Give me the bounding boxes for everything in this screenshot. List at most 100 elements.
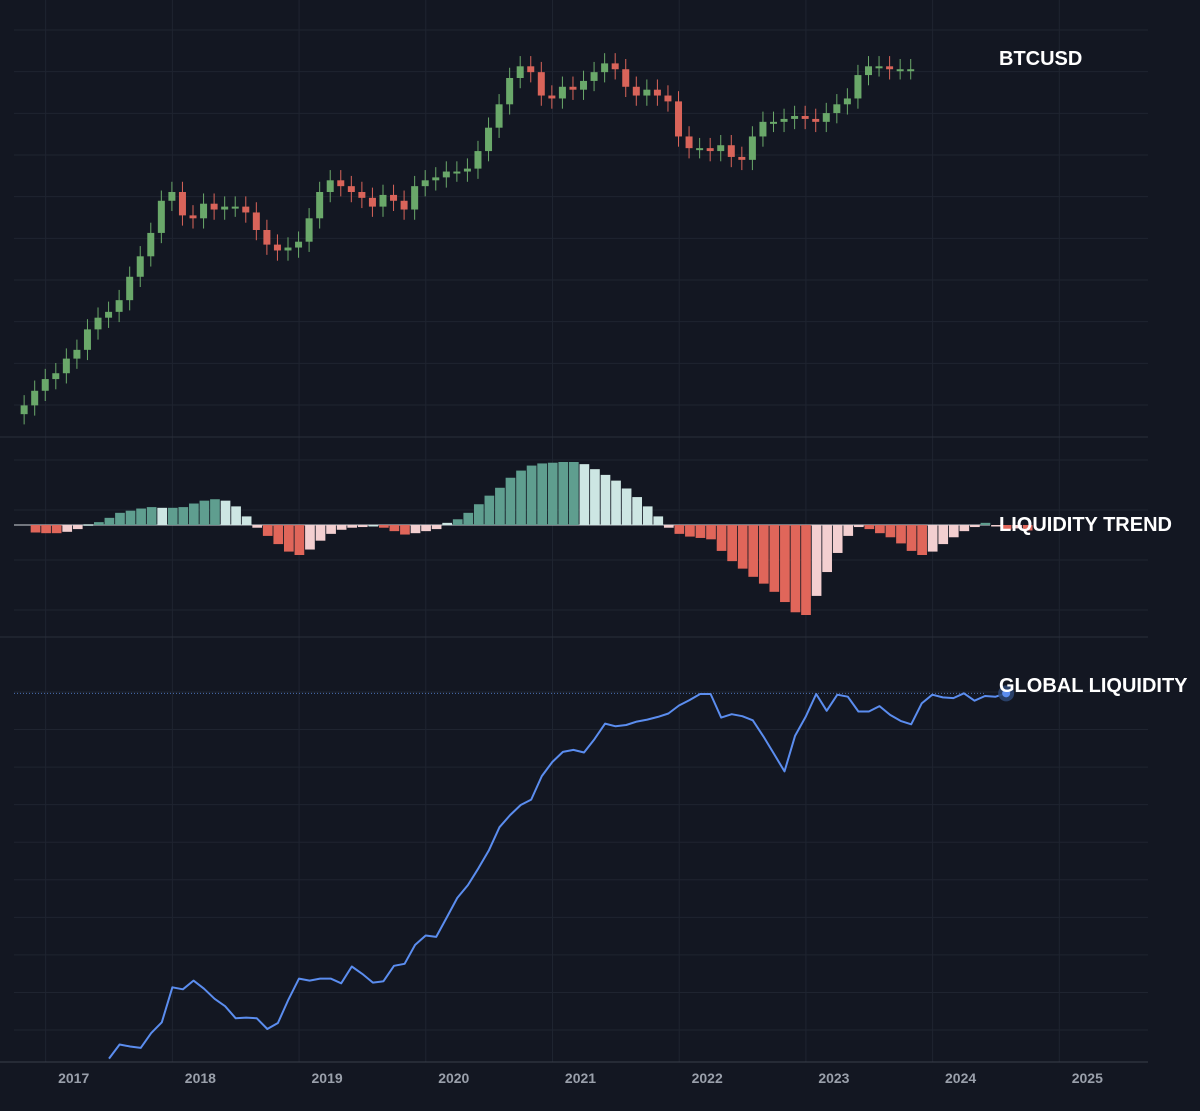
trend-bar (769, 525, 780, 592)
trend-bar (410, 525, 421, 534)
btc-candle (717, 145, 725, 152)
btc-candle (326, 180, 334, 192)
trend-bar (674, 525, 685, 534)
btc-candle (305, 218, 313, 242)
btc-candle (126, 276, 134, 301)
trend-bar (938, 525, 949, 545)
btc-candle (20, 405, 28, 415)
x-axis-tick-label: 2021 (564, 1070, 597, 1086)
btc-candle (696, 148, 704, 151)
btc-candle (759, 121, 767, 137)
btc-candle (738, 156, 746, 160)
x-axis-tick-label: 2024 (945, 1070, 977, 1086)
trend-bar (663, 525, 674, 528)
btc-candle (242, 206, 250, 213)
btc-candle (295, 241, 303, 248)
trend-bar (896, 525, 906, 544)
trend-bar (590, 469, 600, 525)
trend-bar (706, 525, 716, 540)
trend-bar (115, 512, 125, 525)
btc-candle (221, 206, 229, 210)
btc-candle (569, 86, 577, 90)
btc-candle (506, 78, 514, 105)
trend-bar (885, 525, 896, 538)
trend-bar (600, 474, 611, 525)
btc-candle (347, 186, 355, 192)
trend-bar (463, 512, 474, 525)
trend-bar (526, 465, 537, 525)
btc-candle (622, 69, 630, 87)
trend-bar (927, 525, 938, 552)
btc-candle (822, 113, 830, 122)
trend-bar (199, 500, 210, 525)
btc-candle (770, 121, 778, 124)
trend-bar (326, 525, 336, 534)
btc-candle (94, 317, 102, 330)
trend-bar (1022, 525, 1033, 531)
trend-bar (146, 507, 157, 525)
trend-bar (262, 525, 273, 536)
trend-bar (231, 506, 241, 525)
trend-bar (980, 522, 991, 525)
trend-bar (758, 525, 769, 584)
trend-bar (178, 507, 189, 525)
x-axis-tick-label: 2025 (1071, 1070, 1103, 1086)
btc-candle (210, 203, 218, 210)
btc-candle (516, 66, 524, 78)
trend-bar (94, 522, 104, 525)
trend-bar (991, 525, 1001, 527)
btc-candle (316, 192, 324, 219)
trend-bar (780, 525, 790, 603)
btc-candle (864, 66, 872, 76)
trend-bar (241, 516, 252, 525)
trend-bar (336, 525, 347, 530)
liquidity-series-label: GLOBAL LIQUIDITY (999, 675, 1188, 697)
trend-bar (558, 462, 569, 525)
trend-bar (72, 525, 83, 530)
trend-bar (516, 470, 526, 525)
btc-candle (136, 256, 144, 277)
x-axis-tick-label: 2023 (818, 1070, 850, 1086)
x-axis-tick-label: 2020 (438, 1070, 470, 1086)
x-axis-tick-label: 2018 (184, 1070, 216, 1086)
trend-bar (505, 477, 516, 525)
x-axis-tick-label: 2022 (691, 1070, 723, 1086)
btc-candle (527, 66, 535, 73)
trend-bar (294, 525, 305, 555)
btc-candle (474, 151, 482, 169)
btc-candle (558, 86, 566, 99)
trend-bar (30, 525, 41, 533)
btc-candle (390, 194, 398, 201)
btc-candle (833, 104, 841, 114)
btc-candle (358, 192, 366, 198)
trend-bar (495, 487, 505, 525)
trend-bar (822, 525, 832, 573)
btc-candle (200, 203, 208, 219)
trend-bar (62, 525, 73, 532)
trend-bar (621, 488, 632, 525)
btc-candle (41, 379, 49, 391)
btc-candle (62, 358, 70, 374)
trend-bar (220, 500, 231, 525)
btc-candle (727, 145, 735, 157)
trend-bar (632, 497, 642, 525)
btc-candle (611, 63, 619, 70)
btc-candle (411, 186, 419, 210)
btc-candle (780, 118, 788, 122)
trend-bar (653, 516, 664, 525)
btc-candle (886, 66, 894, 70)
btc-candle (52, 373, 60, 380)
btc-candle (495, 104, 503, 128)
btc-candle (485, 127, 493, 152)
trend-bar (642, 506, 653, 525)
trend-series-label: LIQUIDITY TREND (999, 514, 1172, 536)
trend-bar (283, 525, 294, 552)
trend-bar (167, 507, 178, 525)
trend-bar (41, 525, 51, 534)
trend-bar (547, 462, 558, 525)
trend-bar (843, 525, 854, 536)
trend-bar (579, 464, 590, 525)
trend-bar (473, 504, 484, 525)
